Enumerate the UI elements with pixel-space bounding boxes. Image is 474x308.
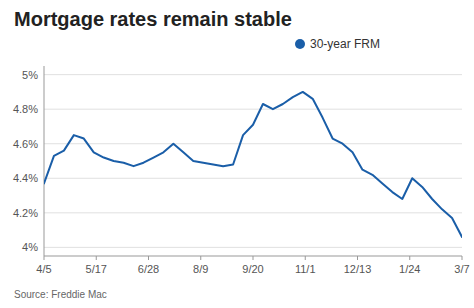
grid-line — [44, 212, 462, 213]
x-tick-label: 8/9 — [193, 263, 208, 275]
x-tick-label: 4/5 — [36, 263, 51, 275]
chart: Mortgage rates remain stable 4% 4.2% 4.4% 4.… — [0, 0, 474, 308]
x-tick-label: 3/7 — [454, 263, 469, 275]
background — [0, 0, 474, 308]
grid-line — [44, 178, 462, 179]
legend: 30-year FRM — [295, 37, 380, 51]
y-tick-label: 4.8% — [13, 103, 38, 115]
y-tick-label: 4.6% — [13, 138, 38, 150]
grid-line — [44, 247, 462, 248]
x-tick — [357, 256, 358, 260]
x-tick — [305, 256, 306, 260]
x-tick — [200, 256, 201, 260]
legend-swatch — [295, 39, 305, 49]
legend-label: 30-year FRM — [310, 37, 380, 51]
x-tick-label: 5/17 — [86, 263, 107, 275]
grid-line — [44, 74, 462, 75]
x-tick-label: 11/1 — [295, 263, 316, 275]
x-tick-label: 12/13 — [344, 263, 372, 275]
x-tick — [462, 256, 463, 260]
x-tick-label: 6/28 — [138, 263, 159, 275]
grid — [44, 75, 462, 248]
x-tick-label: 1/24 — [399, 263, 420, 275]
y-tick-label: 4% — [22, 241, 38, 253]
title: Mortgage rates remain stable — [14, 8, 292, 30]
x-tick — [409, 256, 410, 260]
grid-line — [44, 109, 462, 110]
y-tick-label: 4.4% — [13, 172, 38, 184]
y-axis-line — [44, 66, 45, 256]
y-tick-label: 4.2% — [13, 207, 38, 219]
plot-area — [44, 92, 462, 237]
x-tick — [96, 256, 97, 260]
x-tick — [148, 256, 149, 260]
x-tick — [253, 256, 254, 260]
x-tick-label: 9/20 — [242, 263, 263, 275]
source: Source: Freddie Mac — [14, 289, 107, 300]
grid-line — [44, 143, 462, 144]
x-tick — [44, 256, 45, 260]
y-tick-label: 5% — [22, 69, 38, 81]
line — [44, 92, 462, 237]
